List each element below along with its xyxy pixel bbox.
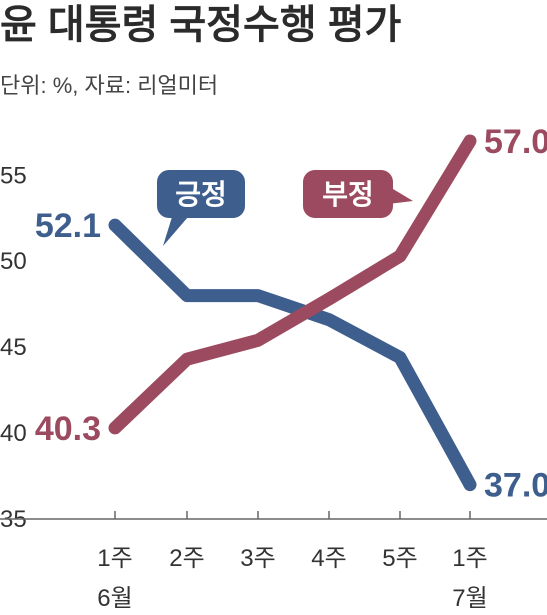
y-tick-label: 40 [0, 420, 27, 447]
data-point [465, 135, 475, 146]
series-legend-bubbles: 긍정 부정 [157, 170, 413, 246]
y-tick-label: 55 [0, 162, 27, 189]
x-axis-ticks: 1주 6월 2주 3주 4주 5주 1주 7월 [97, 511, 488, 612]
data-point [395, 352, 405, 363]
x-tick-label: 4주 [311, 545, 346, 572]
series-points [110, 135, 475, 490]
x-tick-month-label: 7월 [452, 585, 487, 612]
x-tick-label: 1주 [452, 545, 487, 572]
series-line-negative [108, 134, 477, 435]
end-value-label: 57.0 [484, 123, 547, 161]
data-point [253, 290, 263, 301]
chart-subtitle: 단위: %, 자료: 리얼미터 [0, 73, 218, 98]
legend-bubble-tail [163, 217, 188, 246]
series-line-positive [108, 218, 477, 492]
legend-label: 부정 [322, 179, 374, 210]
data-point [110, 422, 120, 433]
start-value-label: 40.3 [35, 410, 101, 448]
legend-bubble-box [157, 170, 245, 218]
data-point [465, 479, 475, 490]
data-point [182, 354, 192, 365]
data-point [395, 251, 405, 262]
x-tick-label: 3주 [240, 545, 275, 572]
data-point [253, 335, 263, 346]
data-point [182, 290, 192, 301]
data-point [324, 294, 334, 305]
legend-bubble-box [303, 170, 393, 218]
legend-bubble-tail [388, 186, 413, 204]
legend-bubble-negative: 부정 [303, 170, 413, 218]
x-tick-label: 2주 [169, 545, 204, 572]
chart-title: 윤 대통령 국정수행 평가 [0, 3, 402, 47]
end-value-label: 37.0 [484, 467, 547, 505]
y-tick-label: 50 [0, 248, 27, 275]
x-tick-label: 5주 [382, 545, 417, 572]
x-tick-month-label: 6월 [97, 585, 132, 612]
y-tick-label: 45 [0, 334, 27, 361]
data-point [324, 314, 334, 325]
series-lines [108, 134, 477, 492]
start-value-label: 52.1 [35, 207, 101, 245]
legend-label: 긍정 [175, 179, 227, 210]
x-tick-label: 1주 [97, 545, 132, 572]
legend-bubble-positive: 긍정 [157, 170, 245, 246]
data-point [110, 220, 120, 231]
value-labels: 52.1 37.0 40.3 57.0 [35, 123, 547, 505]
